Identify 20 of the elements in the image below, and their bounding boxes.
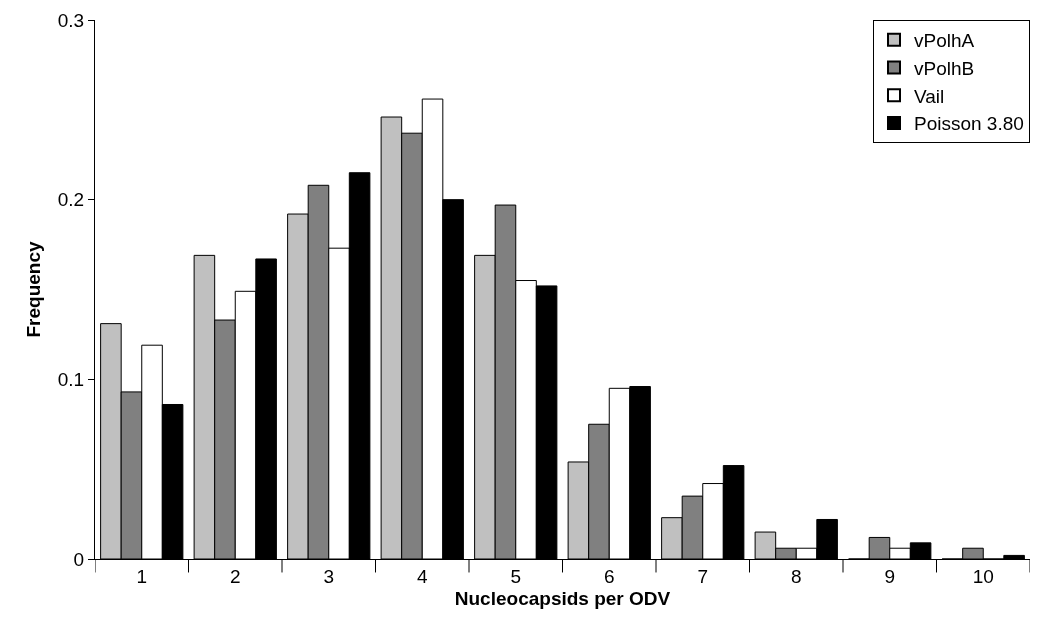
x-tick-label: 10 [972, 565, 994, 587]
y-tick-label: 0.2 [57, 189, 85, 211]
y-tick-label: 0.3 [57, 9, 85, 31]
x-tick-label: 5 [510, 565, 522, 587]
x-tick-label: 7 [697, 565, 709, 587]
legend-label: Vail [914, 85, 945, 107]
y-tick-label: 0 [73, 548, 85, 570]
x-tick-label: 8 [790, 565, 802, 587]
legend-label: Poisson 3.80 [914, 113, 1024, 135]
legend-label: vPolhA [914, 30, 975, 52]
x-tick-label: 2 [229, 565, 241, 587]
legend-label: vPolhB [914, 57, 975, 79]
x-tick-label: 3 [323, 565, 335, 587]
x-axis-title: Nucleocapsids per ODV [454, 587, 671, 609]
x-tick-label: 6 [603, 565, 615, 587]
x-tick-label: 1 [136, 565, 148, 587]
y-axis-title: Frequency [22, 241, 44, 338]
x-tick-label: 4 [416, 565, 428, 587]
x-tick-label: 9 [884, 565, 896, 587]
y-tick-label: 0.1 [57, 368, 85, 390]
